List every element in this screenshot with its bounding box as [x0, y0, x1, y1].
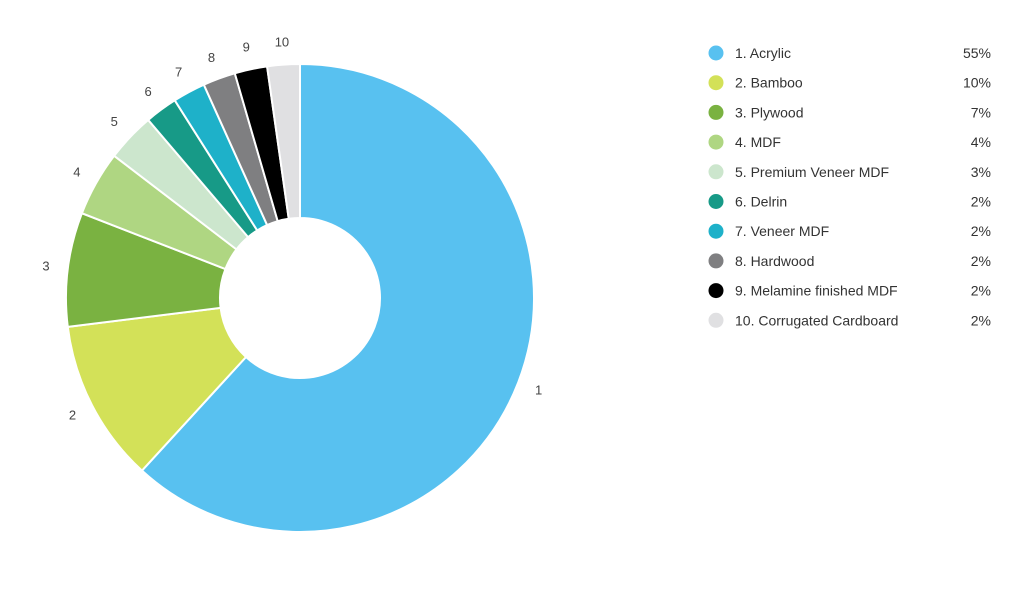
legend-label: 4. MDF	[735, 134, 781, 150]
slice-label: 2	[69, 407, 76, 422]
legend-label: 2. Bamboo	[735, 75, 803, 91]
legend-label: 8. Hardwood	[735, 253, 814, 269]
legend-value: 4%	[971, 134, 991, 150]
legend-label: 3. Plywood	[735, 104, 803, 120]
legend-item[interactable]: 9. Melamine finished MDF 2%	[708, 283, 992, 299]
legend-value: 2%	[971, 194, 991, 210]
legend-swatch	[708, 164, 724, 180]
legend-item[interactable]: 3. Plywood 7%	[708, 104, 992, 120]
legend-swatch	[708, 312, 724, 328]
legend-swatch	[708, 75, 724, 91]
legend-item[interactable]: 7. Veneer MDF 2%	[708, 223, 992, 239]
legend-swatch	[708, 283, 724, 299]
legend-value: 2%	[971, 223, 991, 239]
slice-label: 8	[208, 50, 215, 65]
legend-item[interactable]: 4. MDF 4%	[708, 134, 992, 150]
legend-swatch	[708, 194, 724, 209]
legend-item[interactable]: 2. Bamboo 10%	[708, 75, 992, 91]
legend-swatch	[708, 104, 724, 120]
legend-value: 10%	[963, 75, 991, 91]
legend-label: 5. Premium Veneer MDF	[735, 164, 889, 180]
legend-item[interactable]: 8. Hardwood 2%	[708, 253, 992, 269]
legend-item[interactable]: 6. Delrin 2%	[708, 194, 992, 210]
legend: 1. Acrylic 55% 2. Bamboo 10% 3. Plywood 7% 4. …	[708, 45, 992, 328]
legend-swatch	[708, 45, 724, 61]
donut-slice[interactable]	[140, 62, 535, 533]
slice-label: 7	[175, 65, 182, 80]
donut-slices	[65, 62, 535, 533]
legend-item[interactable]: 1. Acrylic 55%	[708, 45, 992, 61]
legend-swatch	[708, 253, 724, 269]
slice-label: 5	[111, 114, 118, 129]
legend-value: 3%	[971, 164, 991, 180]
legend-label: 10. Corrugated Cardboard	[735, 312, 898, 328]
legend-item[interactable]: 5. Premium Veneer MDF 3%	[708, 164, 992, 180]
legend-label: 6. Delrin	[735, 194, 787, 210]
slice-label: 9	[243, 40, 250, 55]
legend-label: 9. Melamine finished MDF	[735, 283, 898, 299]
legend-label: 1. Acrylic	[735, 45, 791, 61]
legend-value: 2%	[971, 283, 991, 299]
legend-value: 55%	[963, 45, 991, 61]
legend-swatch	[708, 134, 724, 150]
donut-slice[interactable]	[265, 62, 301, 220]
slice-label: 6	[144, 84, 151, 99]
legend-value: 7%	[971, 104, 991, 120]
slice-label: 1	[535, 383, 542, 398]
legend-value: 2%	[971, 312, 991, 328]
donut-slice[interactable]	[66, 306, 248, 473]
legend-value: 2%	[971, 253, 991, 269]
slice-label: 4	[73, 165, 80, 180]
slice-label: 3	[42, 258, 49, 273]
legend-item[interactable]: 10. Corrugated Cardboard 2%	[708, 312, 992, 328]
donut-slice-labels: 1 2 3 4 5 6 7 8 9 10	[42, 35, 542, 423]
legend-swatch	[708, 223, 724, 239]
legend-label: 7. Veneer MDF	[735, 223, 829, 239]
slice-label: 10	[275, 35, 289, 50]
